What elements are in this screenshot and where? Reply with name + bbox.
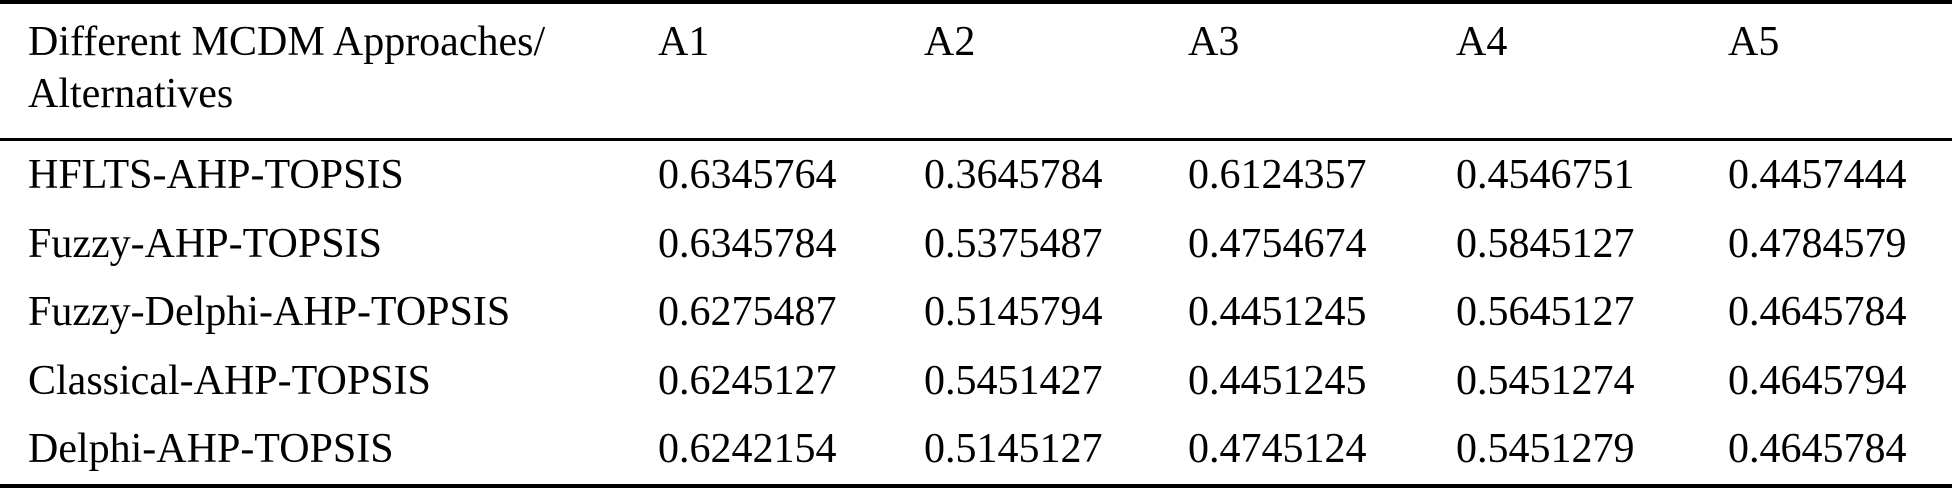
header-cell-a1: A1 xyxy=(650,2,916,141)
cell-value: 0.5451279 xyxy=(1456,426,1635,473)
cell-value: 0.4451245 xyxy=(1188,289,1367,336)
header-cell-a3: A3 xyxy=(1180,2,1448,141)
row-label: Fuzzy-Delphi-AHP-TOPSIS xyxy=(28,289,511,336)
row-label: Classical-AHP-TOPSIS xyxy=(28,357,431,404)
cell-value: 0.5645127 xyxy=(1456,289,1635,336)
cell-value: 0.6345784 xyxy=(658,221,837,268)
header-cell-a2: A2 xyxy=(916,2,1180,141)
cell-value: 0.6242154 xyxy=(658,426,837,473)
cell-value: 0.5451274 xyxy=(1456,357,1635,404)
table-row: Classical-AHP-TOPSIS 0.6245127 0.5451427… xyxy=(0,347,1952,415)
cell-value: 0.6245127 xyxy=(658,357,837,404)
cell-value: 0.5845127 xyxy=(1456,221,1635,268)
cell-value: 0.4451245 xyxy=(1188,357,1367,404)
cell-value: 0.6124357 xyxy=(1188,152,1367,199)
cell-value: 0.4754674 xyxy=(1188,221,1367,268)
cell-value: 0.4645794 xyxy=(1728,357,1907,404)
table-header: Different MCDM Approaches/ Alternatives … xyxy=(0,2,1952,141)
cell-value: 0.6275487 xyxy=(658,289,837,336)
header-row: Different MCDM Approaches/ Alternatives … xyxy=(0,2,1952,141)
cell-value: 0.4645784 xyxy=(1728,289,1907,336)
cell-value: 0.4745124 xyxy=(1188,426,1367,473)
cell-value: 0.4546751 xyxy=(1456,152,1635,199)
cell-value: 0.6345764 xyxy=(658,152,837,199)
cell-value: 0.5145794 xyxy=(924,289,1103,336)
cell-value: 0.5451427 xyxy=(924,357,1103,404)
table-row: Fuzzy-Delphi-AHP-TOPSIS 0.6275487 0.5145… xyxy=(0,278,1952,346)
cell-value: 0.5375487 xyxy=(924,221,1103,268)
cell-value: 0.4457444 xyxy=(1728,152,1907,199)
header-approaches-line1: Different MCDM Approaches/ xyxy=(28,19,546,65)
cell-value: 0.4784579 xyxy=(1728,221,1907,268)
header-cell-a4: A4 xyxy=(1448,2,1720,141)
cell-value: 0.4645784 xyxy=(1728,426,1907,473)
table-row: Delphi-AHP-TOPSIS 0.6242154 0.5145127 0.… xyxy=(0,415,1952,486)
row-label: Delphi-AHP-TOPSIS xyxy=(28,426,394,473)
header-cell-a5: A5 xyxy=(1720,2,1952,141)
cell-value: 0.5145127 xyxy=(924,426,1103,473)
table-row: HFLTS-AHP-TOPSIS 0.6345764 0.3645784 0.6… xyxy=(0,140,1952,210)
cell-value: 0.3645784 xyxy=(924,152,1103,199)
header-approaches-line2: Alternatives xyxy=(28,71,234,117)
header-cell-approaches: Different MCDM Approaches/ Alternatives xyxy=(0,2,650,141)
table-row: Fuzzy-AHP-TOPSIS 0.6345784 0.5375487 0.4… xyxy=(0,210,1952,278)
row-label: HFLTS-AHP-TOPSIS xyxy=(28,152,404,199)
row-label: Fuzzy-AHP-TOPSIS xyxy=(28,221,382,268)
table-body: HFLTS-AHP-TOPSIS 0.6345764 0.3645784 0.6… xyxy=(0,140,1952,487)
